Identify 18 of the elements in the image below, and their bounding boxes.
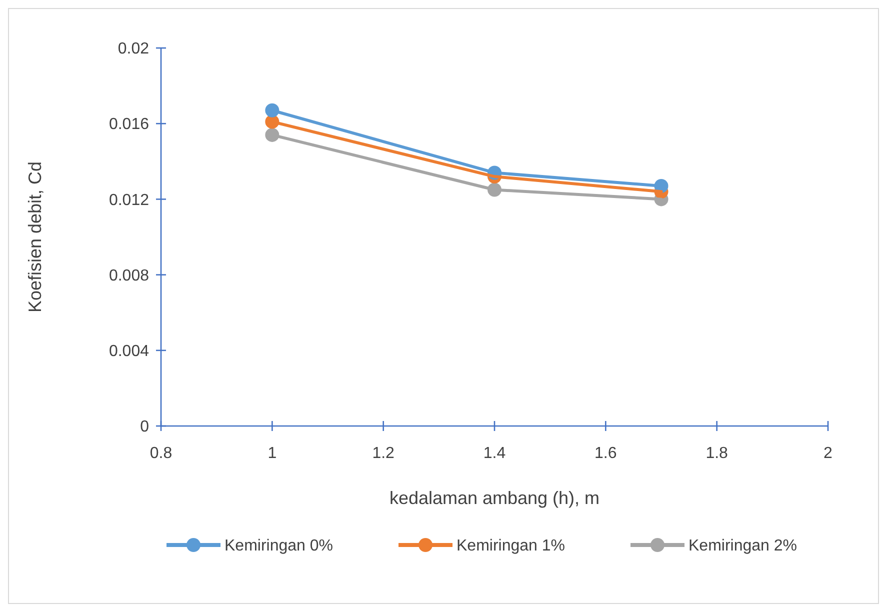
x-tick-label: 0.8 bbox=[150, 445, 172, 462]
legend-label: Kemiringan 1% bbox=[456, 538, 565, 555]
y-tick-label: 0 bbox=[140, 418, 150, 436]
x-axis-title: kedalaman ambang (h), m bbox=[389, 488, 600, 508]
y-tick-label: 0.004 bbox=[108, 343, 150, 360]
x-tick-label: 1.4 bbox=[483, 445, 506, 462]
x-tick-label: 2 bbox=[824, 445, 833, 462]
y-tick-label: 0.02 bbox=[118, 40, 150, 58]
y-tick-label: 0.016 bbox=[108, 116, 150, 134]
x-tick-label: 1.8 bbox=[706, 445, 728, 462]
y-tick-label: 0.012 bbox=[108, 192, 150, 209]
x-tick-label: 1.6 bbox=[594, 445, 617, 462]
y-axis-title: Koefisien debit, Cd bbox=[25, 161, 45, 313]
legend-label: Kemiringan 0% bbox=[224, 538, 333, 555]
legend-label: Kemiringan 2% bbox=[688, 538, 797, 555]
x-tick-label: 1 bbox=[268, 445, 277, 462]
x-tick-label: 1.2 bbox=[372, 445, 395, 462]
y-tick-label: 0.008 bbox=[108, 267, 150, 284]
